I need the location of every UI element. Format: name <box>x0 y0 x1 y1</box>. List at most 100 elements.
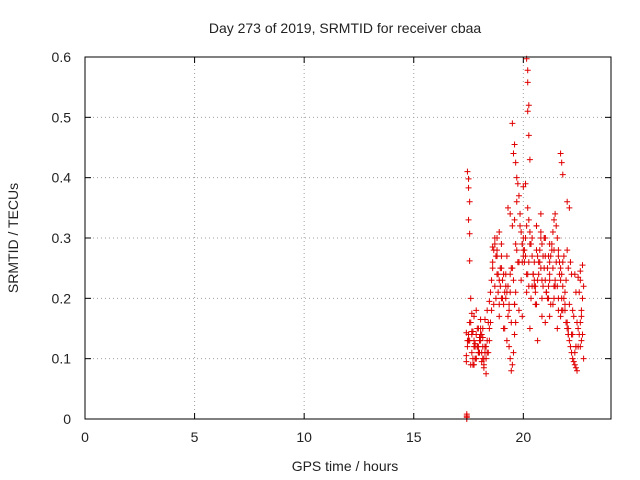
data-point <box>554 235 561 241</box>
data-point <box>524 79 531 86</box>
data-point <box>565 331 572 338</box>
data-point <box>523 222 530 229</box>
data-point <box>525 259 532 266</box>
data-point <box>559 171 566 178</box>
data-point <box>512 241 519 248</box>
data-point <box>554 325 561 332</box>
data-point <box>465 184 472 191</box>
data-points <box>463 55 587 422</box>
data-point <box>549 301 556 308</box>
data-point <box>557 277 564 284</box>
data-point <box>579 262 586 269</box>
data-point <box>577 277 584 284</box>
data-point <box>564 198 571 205</box>
data-point <box>521 247 528 254</box>
data-point <box>519 259 526 266</box>
data-point <box>508 367 515 374</box>
data-point <box>487 319 494 326</box>
data-point <box>578 337 585 344</box>
data-point <box>534 253 541 260</box>
data-point <box>570 313 577 320</box>
data-point <box>526 156 533 163</box>
data-point <box>530 271 537 278</box>
data-point <box>497 265 504 272</box>
data-point <box>546 259 553 266</box>
data-point <box>548 247 555 254</box>
data-point <box>471 313 478 320</box>
data-point <box>524 108 531 115</box>
y-axis-label: SRMTID / TECUs <box>5 183 21 293</box>
data-point <box>546 241 553 248</box>
data-point <box>479 325 486 332</box>
data-point <box>533 222 540 229</box>
data-point <box>465 216 472 223</box>
data-point <box>494 253 501 260</box>
data-point <box>524 67 531 74</box>
data-point <box>473 307 480 314</box>
data-point <box>518 228 525 235</box>
data-point <box>546 313 553 320</box>
plot-frame <box>84 56 612 420</box>
data-point <box>545 283 552 290</box>
data-point <box>507 355 514 362</box>
data-point <box>463 411 470 418</box>
data-point <box>561 301 568 308</box>
data-point <box>553 222 560 229</box>
data-point <box>476 337 483 344</box>
data-point <box>575 325 582 332</box>
data-point <box>471 361 478 368</box>
axis-ticks: 0 5 10 15 20 0 0.1 0.2 0.3 0.4 0.5 0.6 <box>52 49 611 445</box>
data-point <box>567 259 574 266</box>
data-point <box>525 283 532 290</box>
data-point <box>537 228 544 235</box>
data-point <box>532 289 539 296</box>
data-point <box>571 361 578 368</box>
data-point <box>538 241 545 248</box>
data-point <box>499 295 506 302</box>
data-point <box>575 274 582 281</box>
data-point <box>566 204 573 211</box>
data-point <box>497 283 504 290</box>
data-point <box>496 313 503 320</box>
data-point <box>549 228 556 235</box>
data-point <box>506 307 513 314</box>
data-point <box>504 204 511 211</box>
data-point <box>566 337 573 344</box>
data-point <box>494 235 501 241</box>
data-point <box>522 180 529 187</box>
data-point <box>513 174 520 181</box>
data-point <box>559 283 566 290</box>
data-point <box>551 295 558 302</box>
x-tick-label: 5 <box>191 429 199 445</box>
data-point <box>511 301 518 308</box>
data-point <box>504 283 511 290</box>
data-point <box>576 289 583 296</box>
x-axis-label: GPS time / hours <box>292 458 399 474</box>
data-point <box>509 222 516 229</box>
data-point <box>510 277 517 284</box>
data-point <box>555 253 562 260</box>
data-point <box>466 198 473 205</box>
data-point <box>489 259 496 266</box>
data-point <box>537 265 544 272</box>
data-point <box>543 289 550 296</box>
y-tick-label: 0.4 <box>52 170 72 186</box>
data-point <box>492 295 499 302</box>
data-point <box>580 283 587 290</box>
data-point <box>513 198 520 205</box>
data-point <box>525 102 532 109</box>
data-point <box>519 313 526 320</box>
data-point <box>489 265 496 272</box>
data-point <box>532 283 539 290</box>
data-point <box>558 159 565 166</box>
data-point <box>564 247 571 254</box>
data-point <box>508 319 515 326</box>
data-point <box>498 241 505 248</box>
data-point <box>563 277 570 284</box>
y-tick-label: 0.6 <box>52 49 72 65</box>
data-point <box>538 313 545 320</box>
data-point <box>467 295 474 302</box>
data-point <box>541 235 548 241</box>
data-point <box>507 210 514 217</box>
data-point <box>560 253 567 260</box>
